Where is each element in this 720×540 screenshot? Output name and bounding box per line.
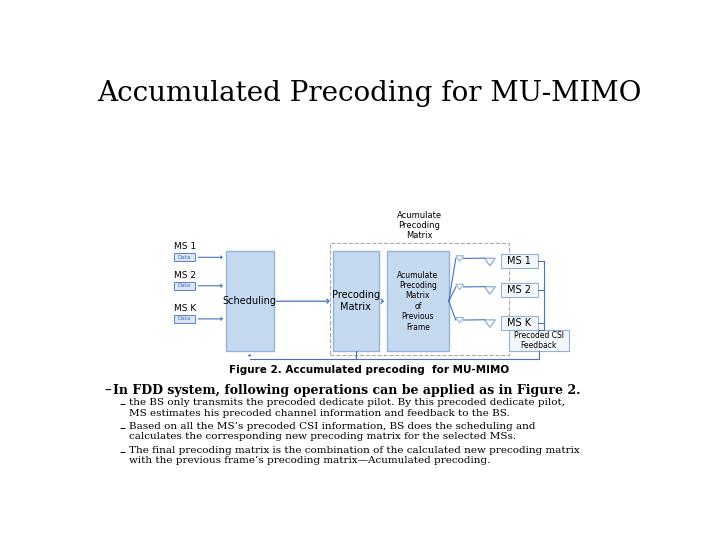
Text: MS K: MS K	[174, 303, 196, 313]
Bar	[225, 251, 274, 351]
Text: –: –	[120, 446, 125, 459]
Text: the BS only transmits the precoded dedicate pilot. By this precoded dedicate pil: the BS only transmits the precoded dedic…	[129, 398, 564, 417]
Bar	[174, 315, 195, 323]
Text: The final precoding matrix is the combination of the calculated new precoding ma: The final precoding matrix is the combin…	[129, 446, 580, 465]
Text: –: –	[120, 422, 125, 435]
Text: In FDD system, following operations can be applied as in Figure 2.: In FDD system, following operations can …	[113, 384, 581, 397]
Text: MS 2: MS 2	[174, 271, 196, 280]
Text: MS 2: MS 2	[508, 285, 531, 295]
Text: Precoded CSI
Feedback: Precoded CSI Feedback	[514, 331, 564, 350]
Bar	[500, 254, 538, 268]
Text: Data: Data	[178, 316, 192, 321]
Text: Data: Data	[178, 255, 192, 260]
Text: –: –	[120, 398, 125, 411]
Text: MS 1: MS 1	[508, 256, 531, 266]
Bar	[330, 244, 508, 355]
Text: MS 1: MS 1	[174, 242, 196, 251]
Text: –: –	[104, 384, 111, 399]
Bar	[387, 251, 449, 351]
Text: Precoding
Matrix: Precoding Matrix	[332, 291, 380, 312]
Text: Acumulate
Precoding
Matrix: Acumulate Precoding Matrix	[397, 211, 442, 240]
Text: Data: Data	[178, 284, 192, 288]
Bar	[500, 316, 538, 330]
Text: MS K: MS K	[508, 318, 531, 328]
Text: Scheduling: Scheduling	[222, 296, 276, 306]
Bar	[508, 330, 569, 351]
Bar	[333, 251, 379, 351]
Bar	[174, 282, 195, 289]
Text: Figure 2. Accumulated precoding  for MU-MIMO: Figure 2. Accumulated precoding for MU-M…	[229, 365, 509, 375]
Text: Based on all the MS’s precoded CSI information, BS does the scheduling and
calcu: Based on all the MS’s precoded CSI infor…	[129, 422, 535, 442]
Bar	[500, 283, 538, 296]
Text: Accumulated Precoding for MU-MIMO: Accumulated Precoding for MU-MIMO	[96, 80, 642, 107]
Text: Acumulate
Precoding
Matrix
of
Previous
Frame: Acumulate Precoding Matrix of Previous F…	[397, 271, 438, 332]
Bar	[174, 253, 195, 261]
